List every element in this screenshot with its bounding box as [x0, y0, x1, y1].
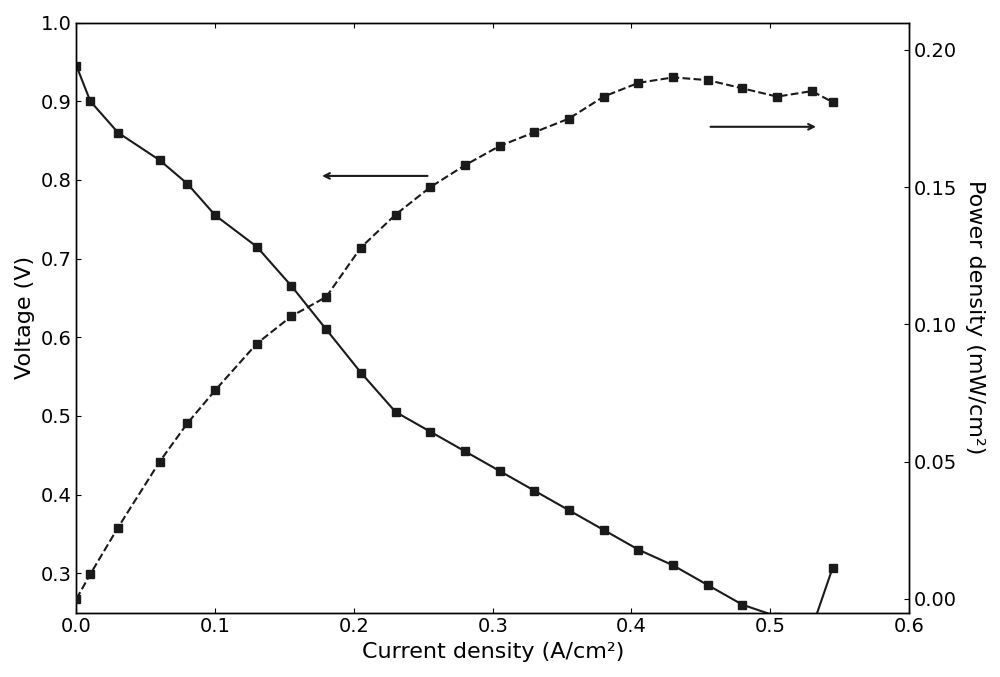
Y-axis label: Power density (mW/cm²): Power density (mW/cm²)	[965, 180, 985, 455]
X-axis label: Current density (A/cm²): Current density (A/cm²)	[362, 642, 624, 662]
Y-axis label: Voltage (V): Voltage (V)	[15, 256, 35, 379]
